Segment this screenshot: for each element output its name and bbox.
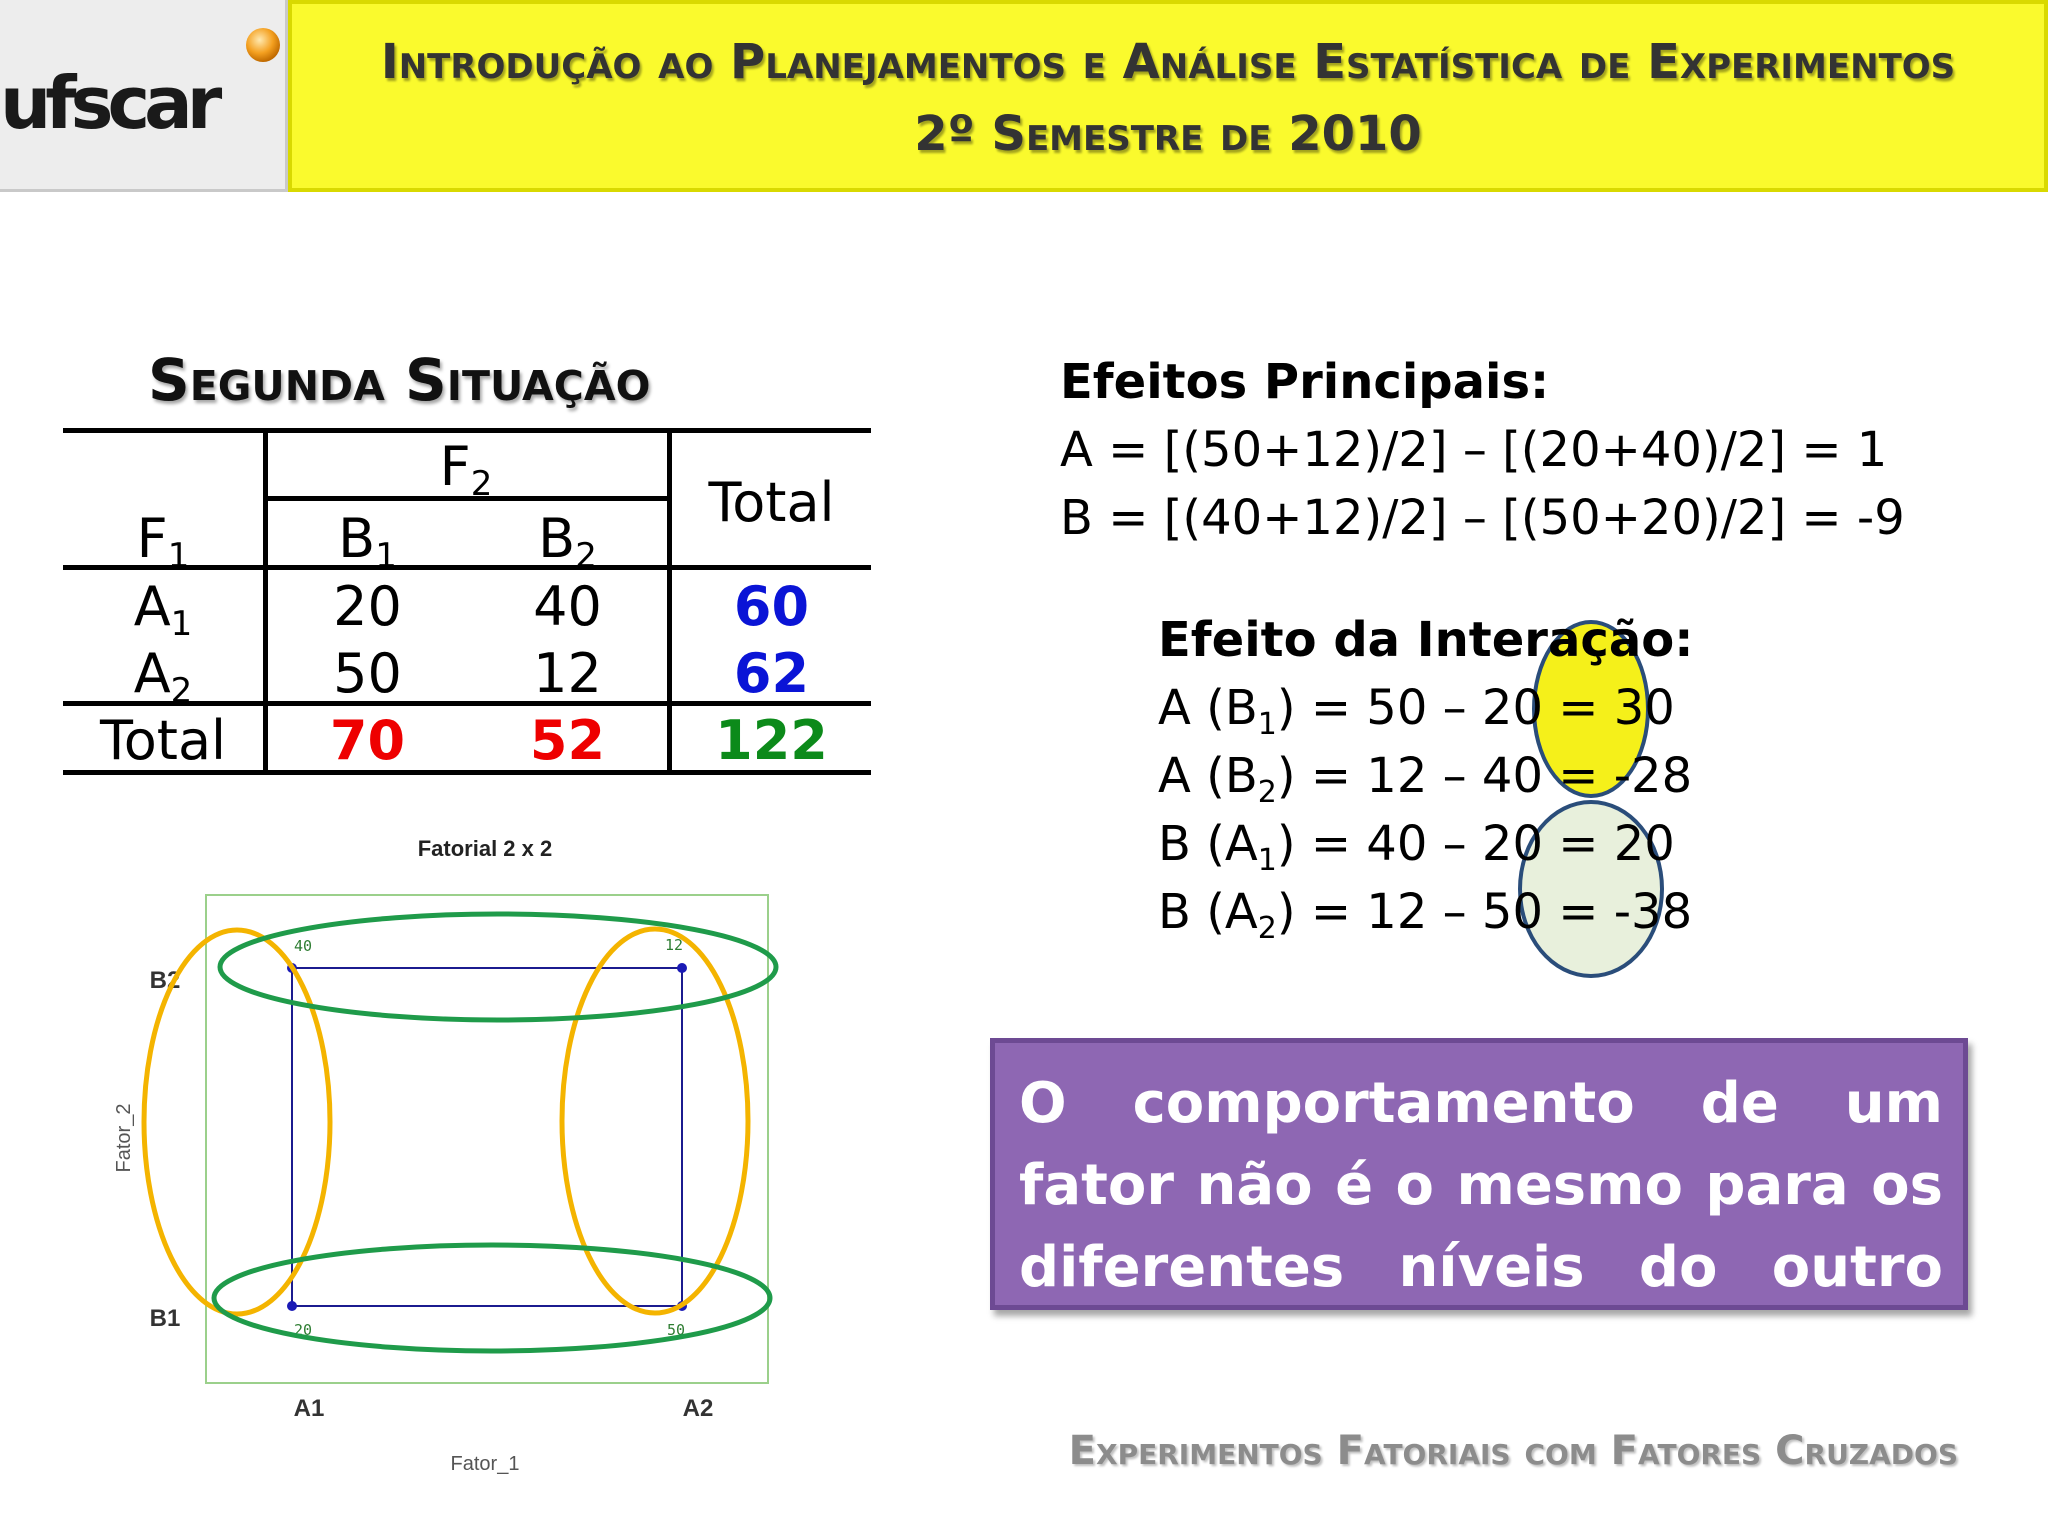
cell-a1-total: 60	[733, 575, 810, 638]
a2-label: A2	[133, 642, 193, 711]
table-vrule-2	[667, 428, 672, 775]
b2-header: B2	[538, 507, 597, 576]
course-title: Introdução ao Planejamentos e Análise Es…	[380, 34, 1956, 90]
ufscar-logo-graphic: ufscar	[0, 28, 280, 145]
factor-b1-ellipse	[211, 1242, 773, 1354]
cell-a2-b1: 50	[333, 642, 402, 705]
x-axis-label: Fator_1	[451, 1453, 520, 1475]
table-rule-header	[63, 565, 871, 570]
interaction-row: A (B2) = 12 – 40 = -28	[1158, 748, 1693, 810]
header-title-bar: Introdução ao Planejamentos e Análise Es…	[288, 0, 2048, 192]
main-effect-b: B = [(40+12)/2] – [(50+20)/2] = -9	[1060, 490, 1905, 546]
x-tick-label: A1	[294, 1395, 325, 1422]
interaction-row: A (B1) = 50 – 20 = 30	[1158, 680, 1675, 742]
factor-table: F2 Total F1 B1 B2 A1 20 40 60 A2 50 12 6…	[63, 428, 871, 776]
semester-title: 2º Semestre de 2010	[914, 106, 1422, 162]
chart-point	[287, 1301, 297, 1311]
main-effect-a: A = [(50+12)/2] – [(20+40)/2] = 1	[1060, 422, 1888, 478]
cell-a1-b2: 40	[533, 575, 602, 638]
interaction-chart: Fatorial 2 x 2 B2 B1 A1 A2 Fator_1 Fator…	[113, 836, 779, 1475]
footer-title: Experimentos Fatoriais com Fatores Cruza…	[1068, 1428, 1958, 1474]
highlight-ellipse-yellow	[1532, 620, 1650, 798]
interaction-heading: Efeito da Interação:	[1158, 612, 1694, 668]
table-rule-bottom	[63, 770, 871, 775]
cell-a2-total: 62	[733, 642, 810, 705]
total-row-label: Total	[99, 709, 227, 772]
interaction-row: B (A2) = 12 – 50 = -38	[1158, 884, 1693, 946]
cell-total-b1: 70	[329, 709, 406, 772]
total-header: Total	[708, 471, 835, 534]
cell-a1-b1: 20	[333, 575, 402, 638]
point-label: 40	[294, 937, 312, 955]
y-tick-label: B1	[150, 1305, 181, 1332]
ufscar-logo: ufscar	[0, 0, 288, 192]
f2-header: F2	[439, 435, 493, 504]
factor-a1-ellipse	[141, 927, 333, 1317]
x-tick-label: A2	[683, 1395, 714, 1422]
table-vrule-1	[263, 428, 268, 775]
y-axis-label: Fator_2	[113, 1104, 135, 1173]
table-rule-f2	[265, 496, 669, 501]
highlight-ellipse-green	[1518, 800, 1664, 978]
table-rule-total	[63, 701, 871, 706]
f1-header: F1	[136, 507, 190, 576]
table-rule-top	[63, 428, 871, 433]
interaction-row: B (A1) = 40 – 20 = 20	[1158, 816, 1675, 878]
svg-text:ufscar: ufscar	[0, 61, 223, 145]
factor-b2-ellipse	[217, 911, 779, 1023]
a1-label: A1	[133, 575, 193, 644]
conclusion-text: O comportamento de um fator não é o mesm…	[1019, 1071, 1943, 1382]
conclusion-box: O comportamento de um fator não é o mesm…	[990, 1038, 1968, 1382]
cell-a2-b2: 12	[533, 642, 602, 705]
point-label: 12	[665, 936, 683, 954]
chart-title: Fatorial 2 x 2	[418, 836, 553, 861]
cell-total-b2: 52	[529, 709, 606, 772]
main-effects-heading: Efeitos Principais:	[1060, 354, 1550, 410]
b1-header: B1	[338, 507, 397, 576]
cell-grand-total: 122	[715, 709, 828, 772]
chart-point	[677, 963, 687, 973]
factor-a2-ellipse	[559, 926, 751, 1316]
section-title: Segunda Situação	[148, 346, 651, 414]
